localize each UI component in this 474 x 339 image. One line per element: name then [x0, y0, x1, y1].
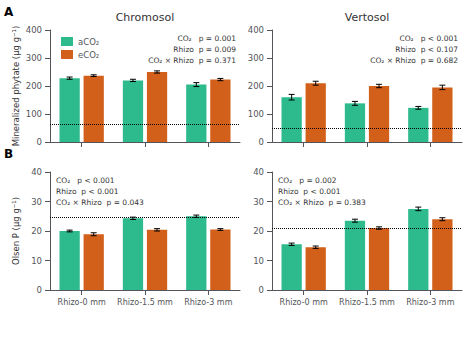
svg-text:Rhizo p = 0.009: Rhizo p = 0.009 [173, 45, 236, 54]
svg-text:Rhizo p < 0.001: Rhizo p < 0.001 [278, 187, 341, 196]
svg-text:400: 400 [26, 25, 42, 35]
svg-text:Rhizo-3 mm: Rhizo-3 mm [406, 298, 454, 307]
svg-text:20: 20 [31, 226, 42, 236]
svg-text:Rhizo-0 mm: Rhizo-0 mm [58, 298, 106, 307]
svg-text:10: 10 [31, 256, 42, 266]
svg-text:Rhizo p < 0.107: Rhizo p < 0.107 [395, 45, 458, 54]
svg-text:Chromosol: Chromosol [116, 11, 175, 24]
svg-text:40: 40 [253, 167, 264, 177]
svg-text:CO₂ p = 0.001: CO₂ p = 0.001 [177, 34, 236, 43]
svg-text:A: A [4, 5, 14, 19]
svg-text:400: 400 [248, 25, 264, 35]
svg-text:Rhizo-1.5 mm: Rhizo-1.5 mm [117, 298, 173, 307]
svg-text:CO₂ p < 0.001: CO₂ p < 0.001 [56, 176, 115, 185]
svg-text:Rhizo-0 mm: Rhizo-0 mm [280, 298, 328, 307]
svg-text:200: 200 [26, 81, 42, 91]
svg-text:Rhizo p < 0.001: Rhizo p < 0.001 [56, 187, 119, 196]
svg-text:CO₂ × Rhizo p = 0.043: CO₂ × Rhizo p = 0.043 [56, 198, 144, 207]
svg-text:Mineralized phytate (μg g⁻¹): Mineralized phytate (μg g⁻¹) [11, 26, 21, 147]
svg-text:CO₂ × Rhizo p = 0.682: CO₂ × Rhizo p = 0.682 [370, 56, 458, 65]
svg-text:30: 30 [31, 197, 42, 207]
svg-text:aCO₂: aCO₂ [78, 37, 99, 47]
svg-text:Vertosol: Vertosol [345, 11, 390, 24]
svg-text:CO₂ p = 0.002: CO₂ p = 0.002 [278, 176, 337, 185]
svg-text:0: 0 [37, 137, 42, 147]
svg-text:Olsen P (μg g⁻¹): Olsen P (μg g⁻¹) [11, 197, 21, 265]
svg-text:100: 100 [26, 109, 42, 119]
svg-text:0: 0 [37, 285, 42, 295]
svg-text:300: 300 [248, 53, 264, 63]
svg-text:0: 0 [259, 137, 264, 147]
svg-text:40: 40 [31, 167, 42, 177]
svg-text:CO₂ × Rhizo p = 0.383: CO₂ × Rhizo p = 0.383 [278, 198, 366, 207]
svg-text:CO₂ × Rhizo p = 0.371: CO₂ × Rhizo p = 0.371 [148, 56, 236, 65]
svg-text:30: 30 [253, 197, 264, 207]
svg-text:eCO₂: eCO₂ [78, 50, 99, 60]
svg-text:10: 10 [253, 256, 264, 266]
svg-text:CO₂ p < 0.001: CO₂ p < 0.001 [399, 34, 458, 43]
svg-text:0: 0 [259, 285, 264, 295]
svg-text:100: 100 [248, 109, 264, 119]
svg-text:20: 20 [253, 226, 264, 236]
svg-text:200: 200 [248, 81, 264, 91]
svg-text:Rhizo-1.5 mm: Rhizo-1.5 mm [339, 298, 395, 307]
svg-text:B: B [4, 147, 13, 161]
svg-text:300: 300 [26, 53, 42, 63]
svg-text:Rhizo-3 mm: Rhizo-3 mm [184, 298, 232, 307]
